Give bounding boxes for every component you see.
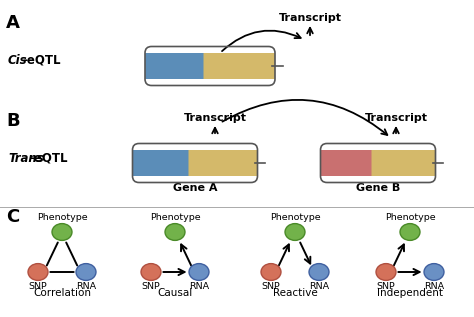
Ellipse shape (257, 53, 275, 79)
Ellipse shape (376, 264, 396, 281)
Ellipse shape (400, 223, 420, 240)
Text: RNA: RNA (76, 282, 96, 291)
Text: SNP: SNP (28, 282, 47, 291)
Text: Correlation: Correlation (33, 288, 91, 298)
Ellipse shape (309, 264, 329, 281)
Text: SNP: SNP (142, 282, 160, 291)
Ellipse shape (28, 264, 48, 281)
Ellipse shape (52, 223, 72, 240)
Text: SNP: SNP (377, 282, 395, 291)
FancyBboxPatch shape (189, 150, 257, 176)
Ellipse shape (133, 150, 151, 176)
Text: B: B (6, 112, 19, 130)
Text: Cis: Cis (8, 54, 27, 67)
Ellipse shape (165, 223, 185, 240)
FancyBboxPatch shape (320, 150, 384, 176)
Text: Phenotype: Phenotype (385, 213, 435, 222)
Ellipse shape (189, 264, 209, 281)
Ellipse shape (76, 264, 96, 281)
Text: Causal: Causal (157, 288, 192, 298)
Text: Reactive: Reactive (273, 288, 318, 298)
Text: RNA: RNA (189, 282, 209, 291)
Text: A: A (6, 14, 20, 32)
FancyBboxPatch shape (203, 53, 275, 79)
Text: Transcript: Transcript (279, 13, 341, 23)
Text: Phenotype: Phenotype (36, 213, 87, 222)
Ellipse shape (239, 150, 257, 176)
Text: Phenotype: Phenotype (270, 213, 320, 222)
Ellipse shape (261, 264, 281, 281)
Text: Independent: Independent (377, 288, 443, 298)
Text: RNA: RNA (309, 282, 329, 291)
Text: SNP: SNP (262, 282, 281, 291)
Text: RNA: RNA (424, 282, 444, 291)
Ellipse shape (424, 264, 444, 281)
Text: Transcript: Transcript (183, 113, 246, 123)
Text: Gene A: Gene A (173, 183, 217, 193)
Ellipse shape (141, 264, 161, 281)
Text: -eQTL: -eQTL (22, 54, 61, 67)
FancyBboxPatch shape (145, 53, 217, 79)
Text: Phenotype: Phenotype (150, 213, 201, 222)
Ellipse shape (285, 223, 305, 240)
Text: Transcript: Transcript (365, 113, 428, 123)
Text: -eQTL: -eQTL (29, 152, 67, 165)
Text: Trans: Trans (8, 152, 44, 165)
FancyBboxPatch shape (372, 150, 436, 176)
Text: C: C (6, 208, 19, 226)
Ellipse shape (320, 150, 339, 176)
Ellipse shape (145, 53, 163, 79)
FancyBboxPatch shape (133, 150, 201, 176)
Text: Gene B: Gene B (356, 183, 400, 193)
Ellipse shape (417, 150, 436, 176)
